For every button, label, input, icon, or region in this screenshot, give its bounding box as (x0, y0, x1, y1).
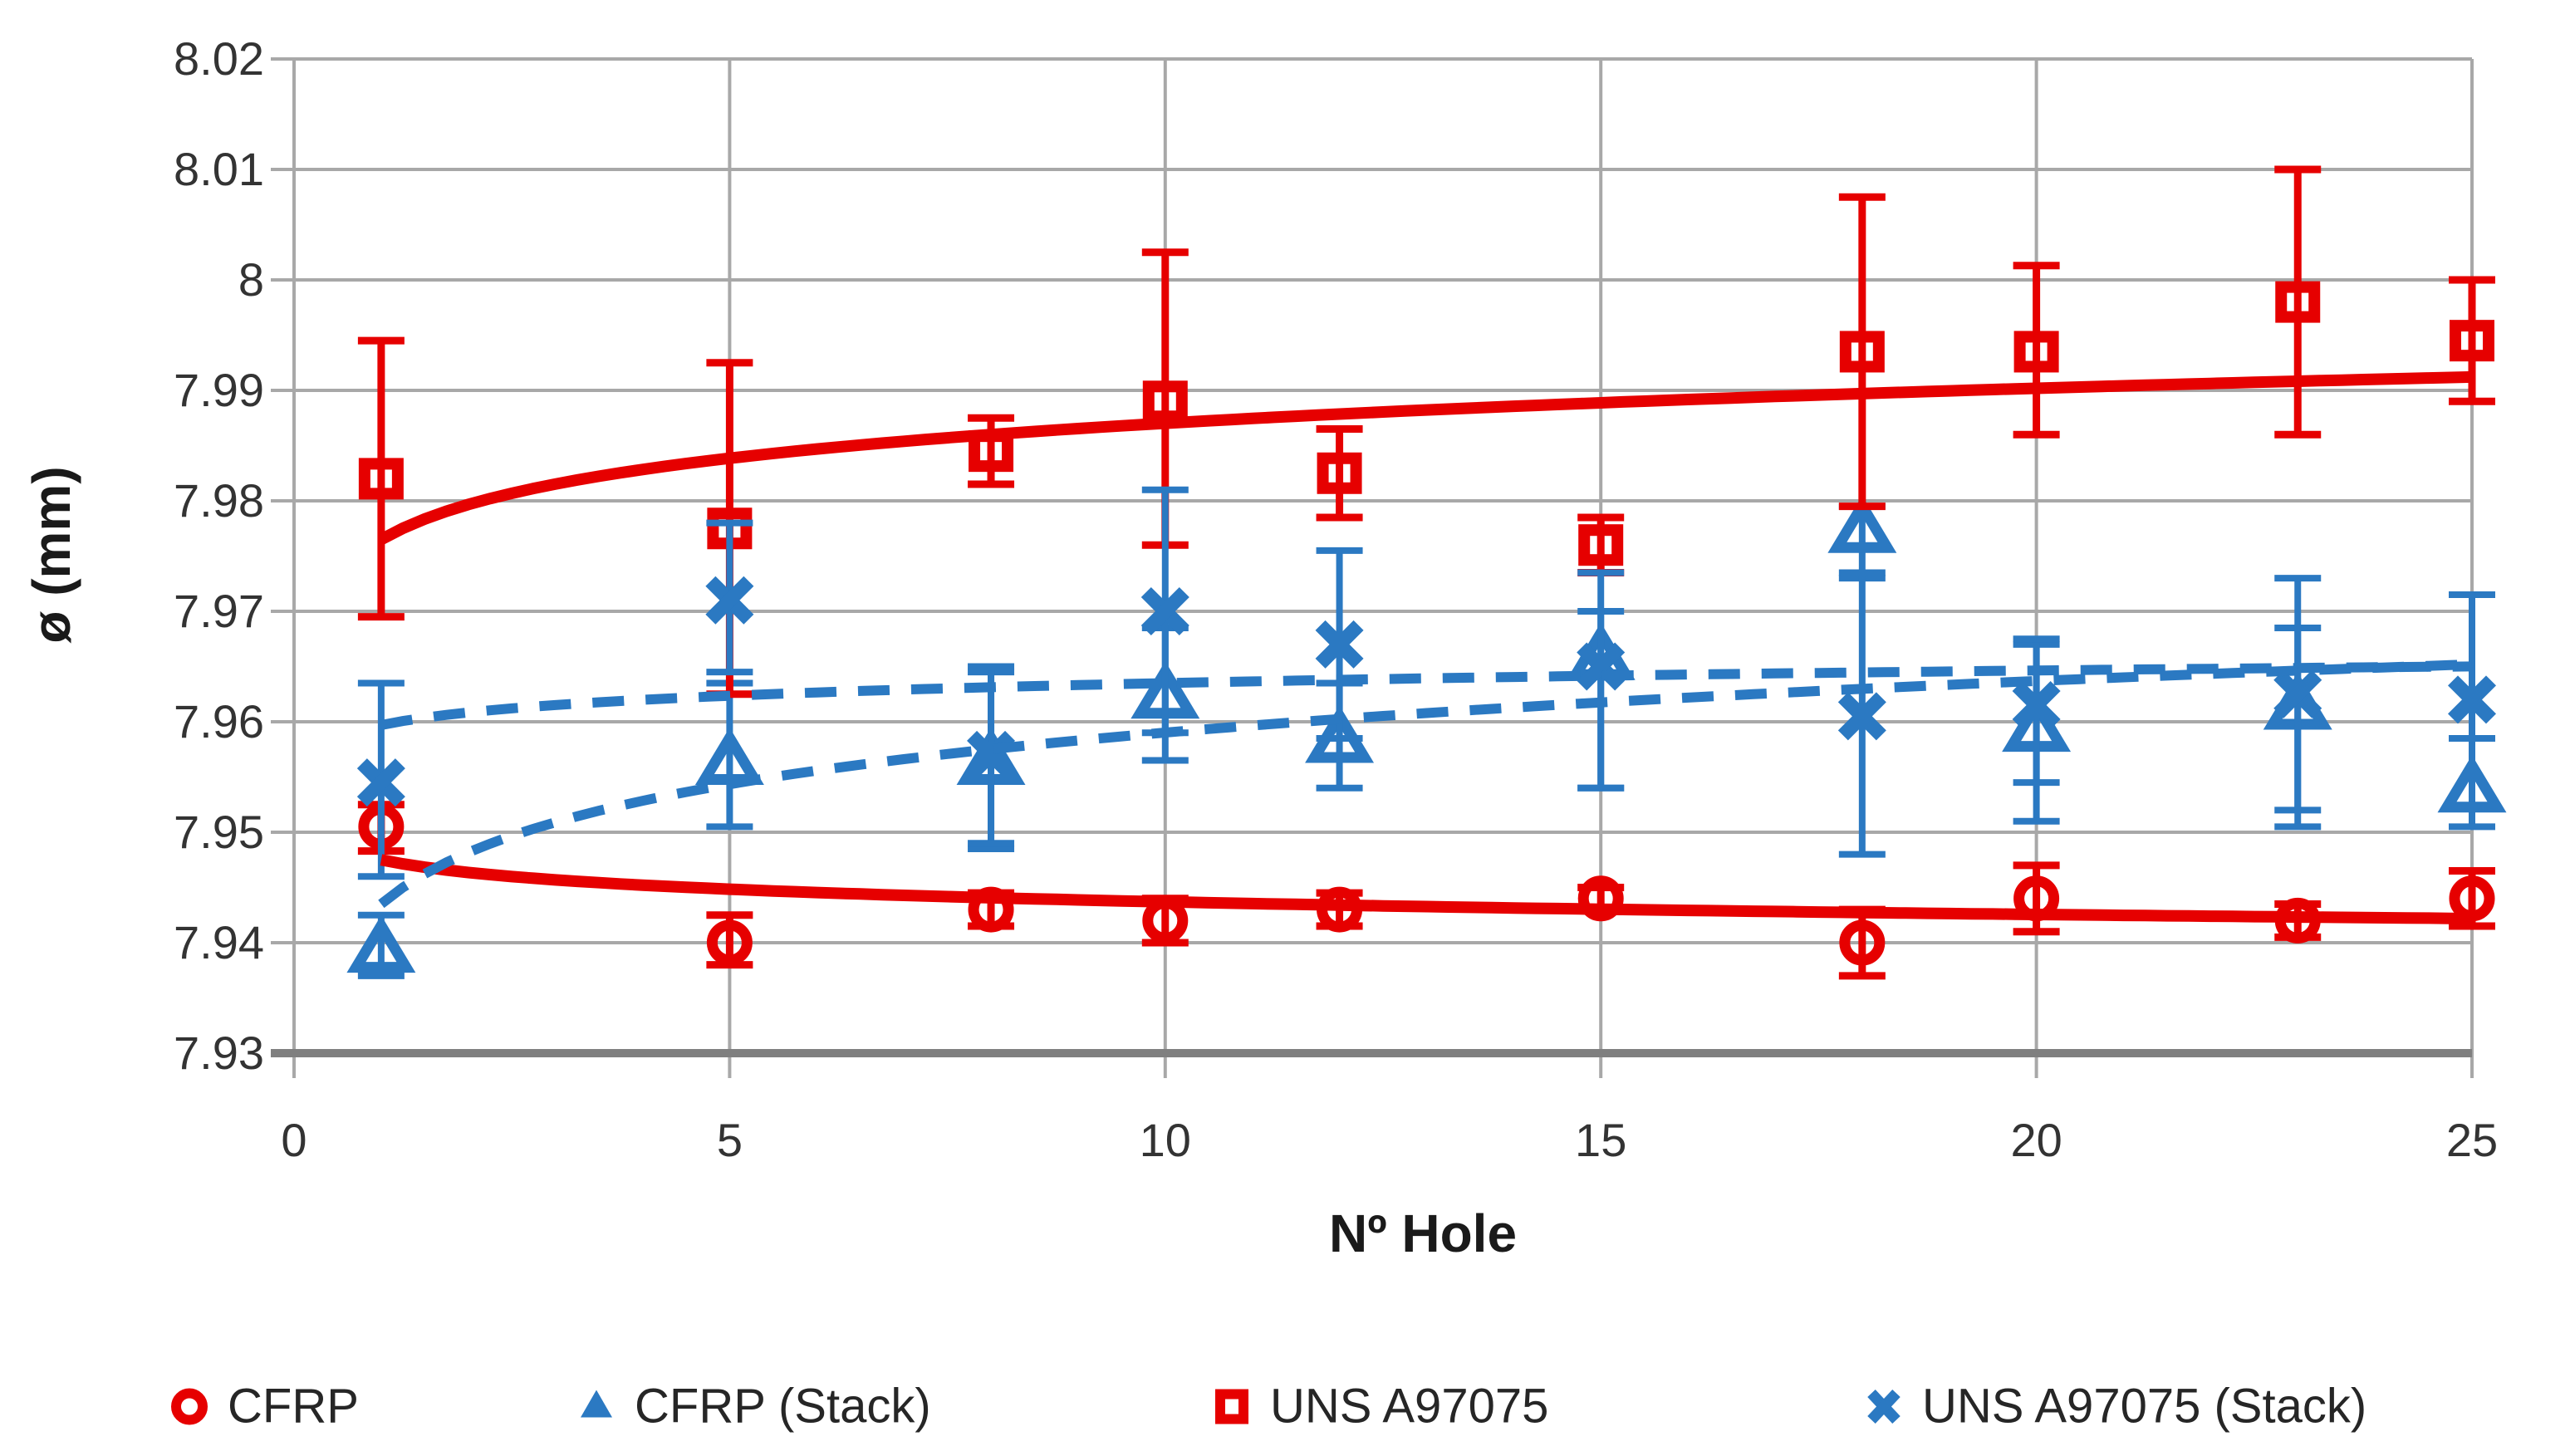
gridlines (271, 57, 2474, 1078)
y-tick-label: 7.97 (174, 585, 264, 637)
trendline-uns-a97075 (378, 370, 2473, 545)
x-axis-title: Nº Hole (1328, 1204, 1518, 1263)
x-tick-labels: 0 5 10 15 20 25 (281, 1114, 2498, 1166)
trendline-cfrp (380, 854, 2473, 924)
series-uns-a97075-stack- (356, 486, 2497, 880)
trendline-cfrp-stack- (378, 659, 2473, 909)
y-tick-label: 7.93 (174, 1027, 264, 1079)
x-tick-label: 0 (281, 1114, 307, 1166)
x-tick-label: 10 (1140, 1114, 1191, 1166)
y-tick-label: 8.01 (174, 143, 264, 195)
x-tick-label: 25 (2446, 1114, 2498, 1166)
x-tick-label: 15 (1575, 1114, 1626, 1166)
y-tick-label: 7.95 (174, 806, 264, 858)
y-tick-label: 8 (238, 253, 264, 306)
y-tick-labels: 8.02 8.01 8 7.99 7.98 7.97 7.96 7.95 7.94 7.93 (174, 32, 264, 1079)
x-tick-label: 20 (2010, 1114, 2062, 1166)
trendline-uns-a97075-stack- (380, 661, 2473, 730)
y-axis-title: ø (mm) (22, 466, 81, 644)
y-tick-label: 7.98 (174, 474, 264, 527)
y-tick-label: 8.02 (174, 32, 264, 85)
y-tick-label: 7.99 (174, 364, 264, 416)
x-tick-label: 5 (717, 1114, 743, 1166)
trendlines (378, 370, 2473, 924)
y-tick-label: 7.96 (174, 695, 264, 748)
y-tick-label: 7.94 (174, 916, 264, 968)
series-uns-a97075 (357, 165, 2495, 699)
